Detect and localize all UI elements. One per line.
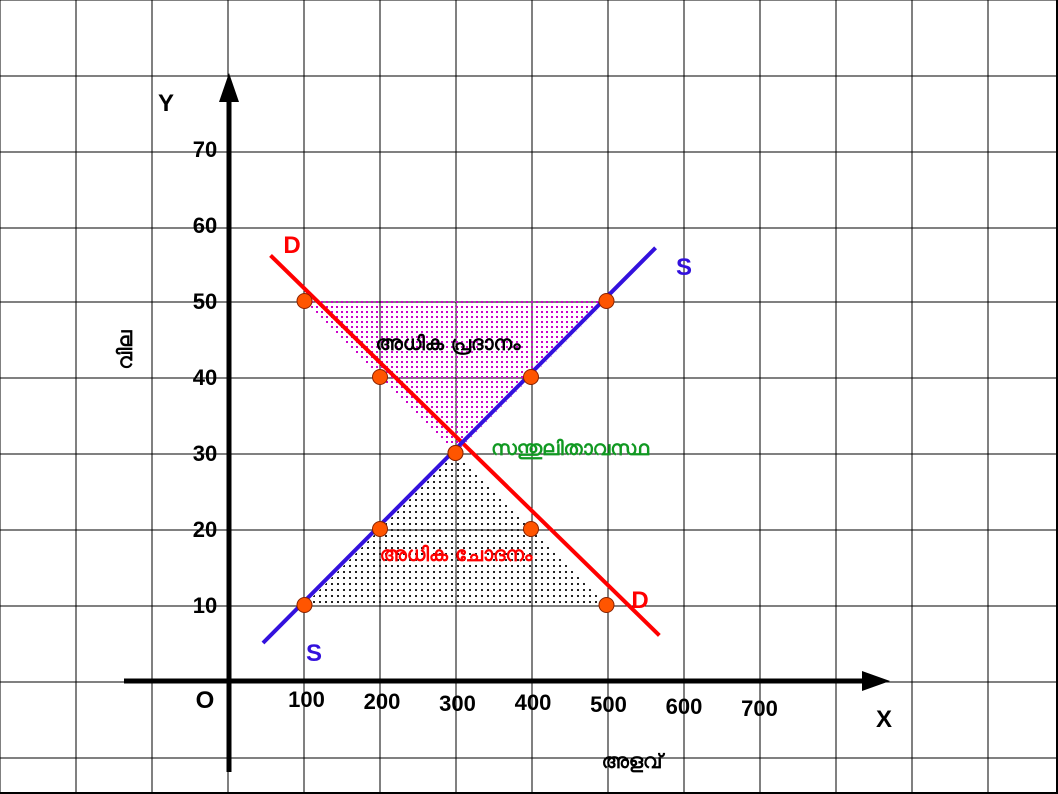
- y-axis-letter: Y: [158, 90, 174, 117]
- y-axis-title: വില: [113, 330, 137, 370]
- x-tick-label: 100: [288, 687, 325, 712]
- supply-label-top: S: [676, 254, 692, 281]
- y-tick-label: 40: [193, 365, 217, 390]
- y-tick-label: 50: [193, 289, 217, 314]
- supply-line: [261, 246, 657, 645]
- origin-label: O: [196, 687, 215, 714]
- excess-supply-label: അധിക പ്രദാനം: [376, 331, 522, 355]
- y-tick-label: 10: [193, 593, 217, 618]
- x-tick-label: 700: [741, 696, 778, 721]
- x-tick-label: 500: [590, 692, 627, 717]
- supply-point: [523, 369, 539, 385]
- supply-label-bottom: S: [306, 640, 322, 667]
- demand-label-top: D: [283, 232, 300, 259]
- demand-point: [523, 521, 539, 537]
- shaded-regions: [304, 301, 607, 605]
- y-tick-label: 60: [193, 213, 217, 238]
- x-axis-letter: X: [876, 706, 892, 733]
- supply-point: [447, 445, 464, 461]
- x-axis-arrowhead: [862, 671, 890, 691]
- series-lines: [261, 246, 661, 645]
- y-tick-label: 20: [193, 517, 217, 542]
- demand-line: [269, 253, 661, 637]
- x-tick-label: 200: [364, 689, 401, 714]
- demand-point: [372, 369, 388, 385]
- y-tick-label: 70: [193, 137, 217, 162]
- equilibrium-label: സന്തുലിതാവസ്ഥ: [491, 436, 649, 460]
- y-tick-label: 30: [193, 441, 217, 466]
- x-tick-label: 300: [439, 691, 476, 716]
- demand-label-bottom: D: [631, 587, 648, 614]
- x-axis-title: അളവ്: [602, 749, 666, 773]
- supply-point: [372, 521, 388, 537]
- supply-point: [296, 597, 313, 613]
- excess-demand-label: അധിക ചോദനം: [380, 542, 533, 566]
- x-tick-label: 600: [666, 694, 703, 719]
- data-points: [296, 293, 615, 613]
- demand-point: [598, 597, 615, 613]
- axes: [124, 73, 890, 772]
- supply-point: [598, 293, 615, 309]
- y-axis-arrowhead: [219, 73, 239, 102]
- demand-point: [296, 293, 313, 309]
- x-tick-labels: 100 200 300 400 500 600 700: [288, 687, 778, 721]
- x-tick-label: 400: [515, 690, 552, 715]
- y-tick-labels: 10 20 30 40 50 60 70: [193, 137, 217, 618]
